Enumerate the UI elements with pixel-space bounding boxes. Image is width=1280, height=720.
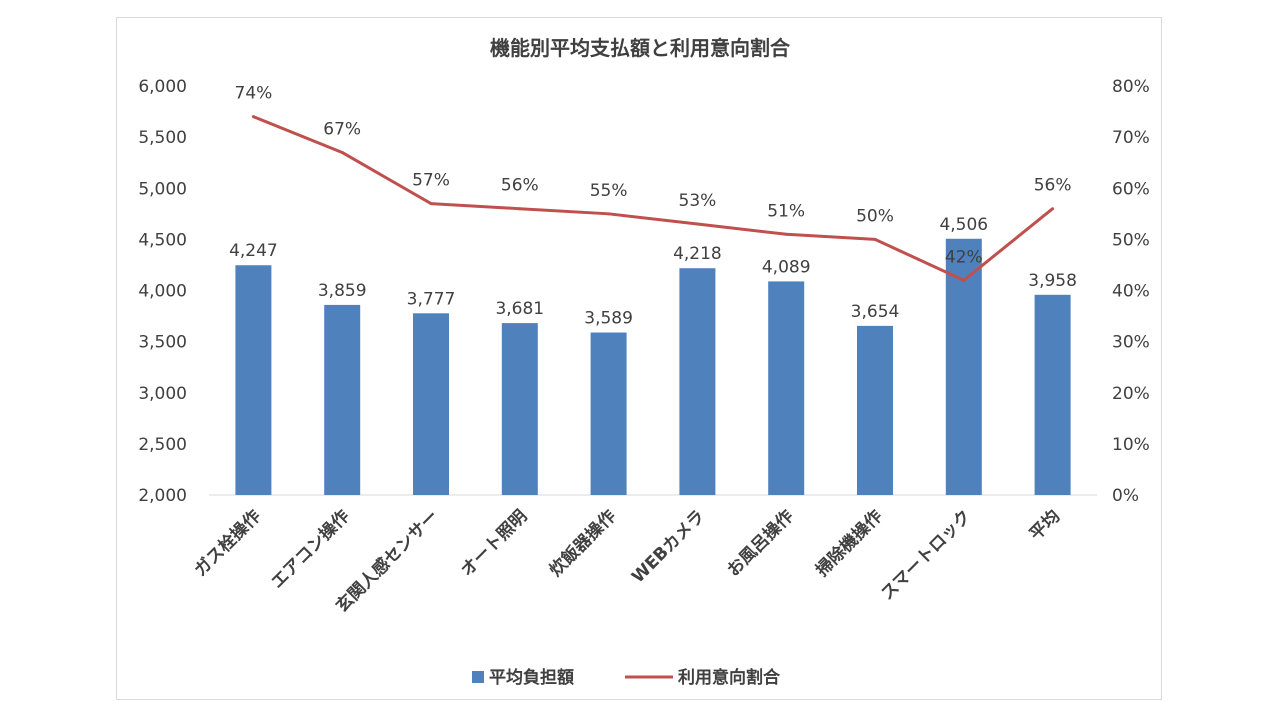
right-tick-label: 30% bbox=[1112, 333, 1150, 353]
line-point bbox=[873, 237, 877, 241]
bar-series: 4,247 3,859 3,777 3,681 3,589 4,218 4,089 3,654… bbox=[229, 215, 1077, 495]
line-data-label: 50% bbox=[856, 206, 894, 226]
line-data-label: 56% bbox=[1034, 176, 1072, 196]
bar bbox=[945, 238, 982, 495]
right-tick-label: 10% bbox=[1112, 435, 1150, 455]
line-data-label: 67% bbox=[323, 119, 361, 139]
category-label: 平均 bbox=[1025, 506, 1064, 545]
line-point bbox=[429, 202, 433, 206]
legend: 平均負担額 利用意向割合 bbox=[472, 667, 781, 688]
line-series: 74% 67% 57% 56% 55% 53% 51% 50% 42% 56% bbox=[235, 84, 1072, 282]
line-path bbox=[252, 115, 1054, 282]
left-tick-label: 3,000 bbox=[138, 384, 187, 404]
left-axis-ticks: 2,000 2,500 3,000 3,500 4,000 4,500 5,000 5,500… bbox=[138, 77, 187, 506]
line-data-label: 57% bbox=[412, 171, 450, 191]
left-tick-label: 2,500 bbox=[138, 435, 187, 455]
category-label: お風呂操作 bbox=[723, 506, 798, 581]
line-point bbox=[251, 115, 255, 119]
left-tick-label: 5,500 bbox=[138, 128, 187, 148]
bar-data-label: 3,777 bbox=[407, 289, 456, 309]
category-label: スマートロック bbox=[877, 506, 975, 604]
bar-data-label: 3,859 bbox=[318, 281, 367, 301]
bar bbox=[235, 265, 272, 495]
left-tick-label: 4,000 bbox=[138, 282, 187, 302]
right-tick-label: 50% bbox=[1112, 230, 1150, 250]
left-tick-label: 6,000 bbox=[138, 77, 187, 97]
category-label: オート照明 bbox=[457, 506, 531, 580]
line-point bbox=[695, 222, 699, 226]
right-tick-label: 60% bbox=[1112, 179, 1150, 199]
line-point bbox=[607, 212, 611, 216]
category-label: 炊飯器操作 bbox=[545, 506, 620, 581]
legend-swatch-bar bbox=[472, 671, 484, 683]
bar-data-label: 3,589 bbox=[584, 309, 633, 329]
bar-data-label: 3,681 bbox=[495, 299, 544, 319]
right-tick-label: 0% bbox=[1112, 486, 1139, 506]
bar-data-label: 4,506 bbox=[939, 215, 988, 235]
right-tick-label: 40% bbox=[1112, 282, 1150, 302]
bar-data-label: 4,218 bbox=[673, 244, 722, 264]
bar bbox=[590, 332, 627, 495]
bar-data-label: 4,089 bbox=[762, 257, 811, 277]
line-point bbox=[1051, 207, 1055, 211]
right-tick-label: 20% bbox=[1112, 384, 1150, 404]
left-tick-label: 4,500 bbox=[138, 230, 187, 250]
line-data-label: 42% bbox=[945, 247, 983, 267]
left-tick-label: 5,000 bbox=[138, 179, 187, 199]
line-data-label: 55% bbox=[590, 181, 628, 201]
chart-svg: 機能別平均支払額と利用意向割合 2,000 2,500 3,000 3,500 4,00… bbox=[138, 36, 1150, 688]
legend-label-bar: 平均負担額 bbox=[489, 667, 574, 688]
line-data-label: 56% bbox=[501, 176, 539, 196]
line-point bbox=[962, 278, 966, 282]
line-data-label: 51% bbox=[767, 201, 805, 221]
bar bbox=[413, 313, 449, 495]
left-tick-label: 2,000 bbox=[138, 486, 187, 506]
bar bbox=[501, 323, 538, 495]
bar bbox=[679, 268, 716, 495]
bar-data-label: 3,654 bbox=[851, 302, 900, 322]
right-tick-label: 70% bbox=[1112, 128, 1150, 148]
line-data-label: 53% bbox=[679, 191, 717, 211]
chart-title: 機能別平均支払額と利用意向割合 bbox=[490, 36, 791, 60]
line-data-label: 74% bbox=[235, 84, 273, 104]
line-point bbox=[784, 232, 788, 236]
category-label: 掃除機操作 bbox=[812, 506, 887, 581]
category-label: エアコン操作 bbox=[267, 506, 354, 593]
legend-label-line: 利用意向割合 bbox=[678, 667, 781, 688]
bar bbox=[1034, 294, 1071, 495]
bar bbox=[768, 281, 805, 495]
category-label: ガス栓操作 bbox=[190, 506, 265, 581]
line-point bbox=[518, 207, 522, 211]
right-axis-ticks: 0% 10% 20% 30% 40% 50% 60% 70% 80% bbox=[1112, 77, 1150, 506]
line-point bbox=[340, 150, 344, 154]
category-label: WEBカメラ bbox=[628, 506, 709, 587]
bar bbox=[324, 304, 361, 495]
bar bbox=[857, 325, 893, 495]
bar-data-label: 4,247 bbox=[229, 241, 278, 261]
right-tick-label: 80% bbox=[1112, 77, 1150, 97]
left-tick-label: 3,500 bbox=[138, 333, 187, 353]
bar-data-label: 3,958 bbox=[1028, 271, 1077, 291]
chart-frame: 機能別平均支払額と利用意向割合 2,000 2,500 3,000 3,500 4,00… bbox=[116, 17, 1162, 700]
